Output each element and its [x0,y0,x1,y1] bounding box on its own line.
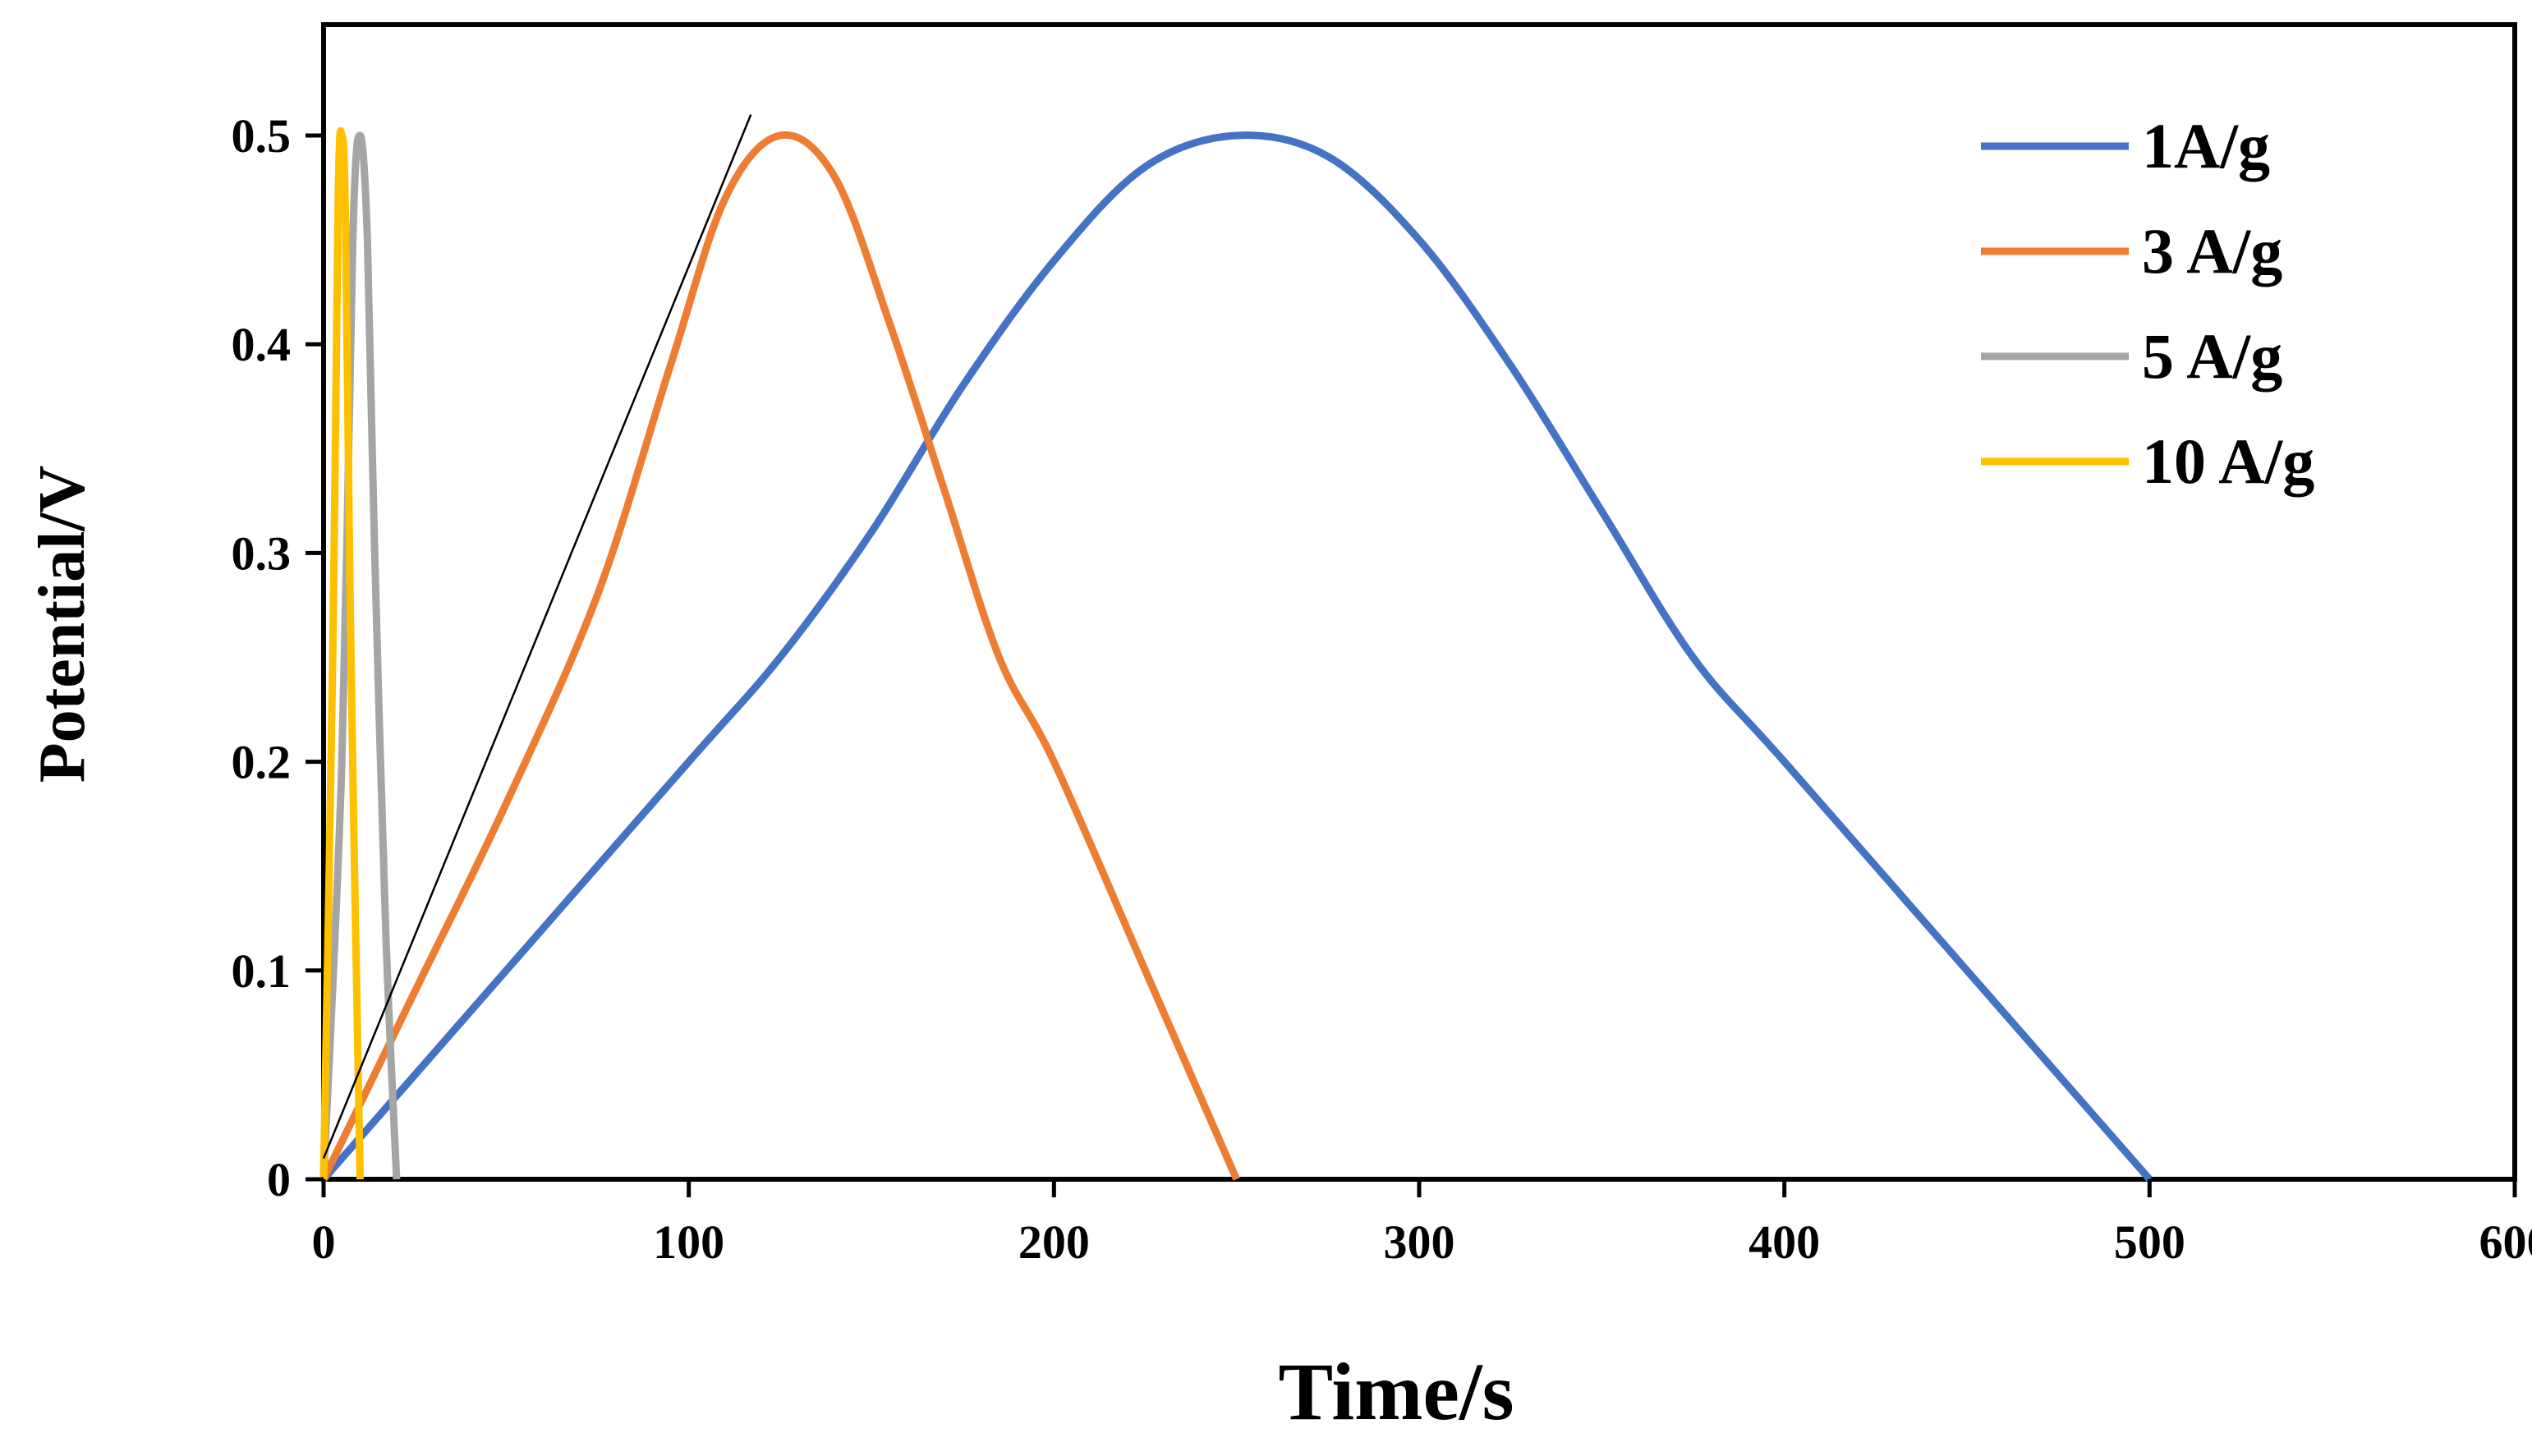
y-axis-title: Potential/V [26,466,99,783]
legend-label: 5 A/g [2142,320,2282,392]
series-line-5-a-g [319,131,401,1180]
series-line-1a-g [320,131,2153,1182]
legend: 1A/g 3 A/g 5 A/g 10 A/g [1981,110,2314,497]
x-tick-label: 0 [312,1215,336,1269]
legend-label: 1A/g [2142,110,2270,181]
x-tick-label: 600 [2479,1215,2532,1269]
y-tick-label: 0 [267,1153,291,1206]
y-tick-label: 0.4 [232,318,292,371]
x-tick-label: 500 [2114,1215,2185,1269]
x-tick-label: 200 [1018,1215,1090,1269]
x-tick-label: 100 [653,1215,724,1269]
axis-layer: 0 100 200 300 400 500 600 0 0.1 0.2 0.3 0.4 0.5 [232,109,2532,1269]
series-line-3-a-g [319,131,1240,1181]
tangent-line [322,114,752,1160]
plot-layer [319,114,2153,1182]
x-axis-title: Time/s [1278,1346,1514,1437]
x-tick-label: 300 [1384,1215,1455,1269]
y-tick-label: 0.2 [232,736,292,789]
series-line-10-a-g [319,126,364,1180]
y-tick-label: 0.1 [232,944,292,998]
y-tick-label: 0.5 [232,109,292,163]
y-tick-label: 0.3 [232,526,292,580]
x-tick-label: 400 [1749,1215,1820,1269]
legend-label: 10 A/g [2142,425,2314,497]
legend-label: 3 A/g [2142,215,2282,287]
